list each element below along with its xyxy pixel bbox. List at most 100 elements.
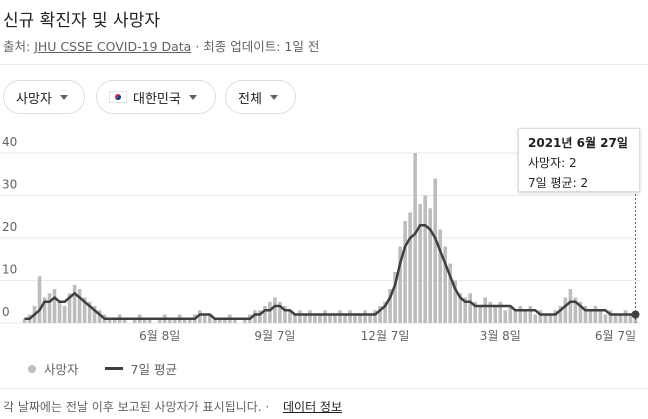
bar — [443, 246, 447, 323]
source-suffix: · 최종 업데이트: 1일 전 — [195, 39, 320, 54]
bar — [288, 310, 292, 323]
bar — [243, 318, 247, 323]
title: 신규 확진자 및 사망자 — [3, 11, 160, 31]
bar — [82, 297, 87, 323]
bar — [67, 293, 72, 323]
bar — [308, 310, 312, 323]
footer-note: 각 날짜에는 전날 이후 보고된 사망자가 표시됩니다. — [3, 400, 262, 414]
bar — [453, 280, 458, 323]
bar — [182, 318, 187, 323]
bar — [523, 310, 528, 323]
y-tick-label: 20 — [2, 220, 17, 234]
bar — [213, 318, 217, 323]
button-label: 전체 — [238, 91, 262, 107]
bar — [303, 314, 307, 323]
bar — [463, 297, 468, 323]
bar — [333, 314, 337, 323]
bar — [613, 314, 618, 323]
hover-dot — [631, 310, 640, 319]
bar — [147, 318, 152, 323]
bar — [518, 306, 523, 323]
bar — [513, 310, 518, 323]
bar — [413, 153, 417, 323]
bar — [448, 263, 452, 323]
bar — [538, 310, 543, 323]
bar — [268, 301, 272, 323]
bar — [172, 318, 177, 323]
bar — [72, 284, 77, 323]
bar — [403, 221, 407, 323]
flag — [109, 91, 127, 103]
bar — [418, 204, 422, 323]
source: 출처: JHU CSSE COVID-19 Data · 최종 업데이트: 1일… — [3, 36, 319, 55]
bar — [313, 314, 317, 323]
y-tick-label: 10 — [2, 263, 17, 277]
bar — [318, 314, 322, 323]
legend: 사망자 7일 평균 — [28, 359, 177, 378]
bar — [278, 301, 282, 323]
tooltip-value: 2 — [580, 176, 589, 190]
bar — [493, 306, 498, 323]
bar — [57, 301, 62, 323]
bar — [348, 310, 352, 323]
bar — [338, 310, 342, 323]
bar — [383, 301, 387, 323]
bar — [428, 208, 432, 323]
bar — [563, 297, 568, 323]
bar — [132, 318, 137, 323]
button-label: 대한민국 — [133, 91, 181, 107]
y-tick-label: 40 — [2, 135, 17, 149]
bar — [488, 301, 493, 323]
metric-button[interactable]: 사망자 — [3, 80, 85, 114]
bar — [42, 297, 47, 323]
bar — [298, 310, 302, 323]
bar — [293, 314, 297, 323]
bar — [343, 314, 347, 323]
legend-swatch — [28, 364, 36, 373]
bar — [408, 212, 412, 323]
bar — [223, 318, 227, 323]
bar — [22, 318, 27, 323]
bar — [438, 229, 442, 323]
bar — [548, 314, 553, 323]
bar — [37, 276, 42, 323]
bar — [62, 306, 67, 323]
bar — [528, 306, 533, 323]
y-tick-label: 0 — [2, 305, 10, 319]
bar — [122, 318, 127, 323]
bar — [323, 310, 327, 323]
bar — [47, 293, 52, 323]
bar — [603, 314, 608, 323]
bar — [87, 301, 92, 323]
legend-label: 7일 평균 — [130, 362, 177, 377]
tooltip-value: 2 — [569, 156, 577, 170]
bar — [363, 310, 367, 323]
bar — [157, 318, 162, 323]
divider — [0, 64, 648, 65]
bar — [558, 306, 563, 323]
bar — [503, 310, 508, 323]
tooltip-label: 사망자: — [528, 156, 566, 170]
tooltip: 2021년 6월 27일 사망자: 2 7일 평균: 2 — [518, 128, 640, 192]
bar — [368, 314, 372, 323]
bar — [483, 297, 488, 323]
bar — [568, 289, 573, 323]
footer-link[interactable]: 데이터 정보 — [283, 400, 343, 414]
bar — [107, 318, 112, 323]
bar — [398, 246, 402, 323]
bar — [433, 178, 437, 323]
bar — [97, 310, 102, 323]
tooltip-label: 7일 평균: — [528, 176, 577, 190]
line — [24, 224, 636, 321]
bar — [553, 310, 558, 323]
region-button[interactable]: 대한민국 — [96, 80, 216, 114]
bar — [77, 289, 82, 323]
range-button[interactable]: 전체 — [225, 80, 296, 114]
bar — [618, 314, 623, 323]
source-link[interactable]: JHU CSSE COVID-19 Data — [34, 39, 192, 54]
button-label: 사망자 — [16, 91, 52, 107]
bar — [573, 297, 578, 323]
y-tick-label: 30 — [2, 178, 17, 192]
bar — [608, 310, 613, 323]
bar — [112, 318, 117, 323]
